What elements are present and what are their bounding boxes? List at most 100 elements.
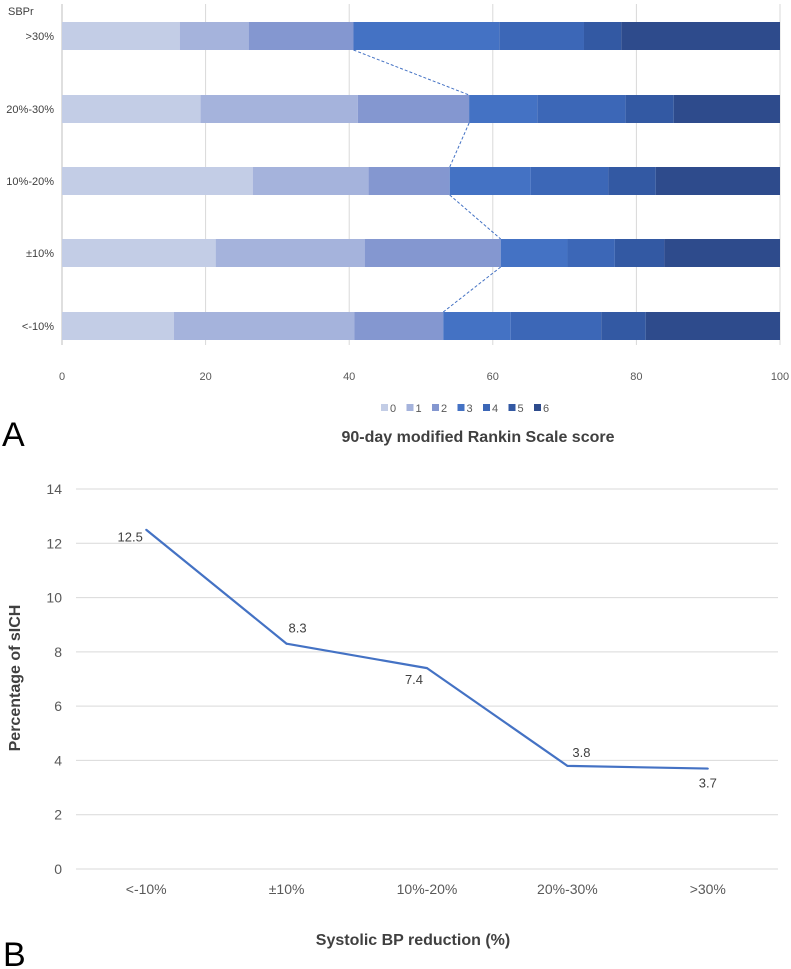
panel-b-data-label: 7.4 [405,672,423,687]
panel-b-data-point [426,667,428,670]
panel-b-y-tick-label: 14 [46,481,62,497]
panel-b-data-labels: 12.5 8.3 7.4 3.8 3.7 [118,530,717,791]
legend-swatch-6 [534,404,541,411]
panel-b-x-tick-label: <-10% [126,881,167,897]
legend-swatch-1 [406,404,414,411]
bar-segment-0 [62,312,175,340]
legend-swatch-2 [432,404,439,411]
bar-segment-5 [614,239,665,267]
panel-a-y-axis-title: SBPr [8,6,34,18]
legend-label-6: 6 [543,403,549,415]
bar-segment-1 [174,312,355,340]
legend-label-1: 1 [416,403,422,415]
panel-b-y-axis-title: Percentage of sICH [7,605,24,752]
panel-a-bars [62,22,780,340]
bar-segment-3 [500,239,568,267]
legend-swatch-4 [483,404,490,411]
panel-b-y-tick-label: 10 [46,590,62,606]
bar-segment-6 [655,167,780,195]
panel-b-series-line [145,528,708,770]
panel-b-x-tick-label: 20%-30% [537,881,598,897]
panel-a-x-tick-label: 100 [771,371,789,383]
bar-segment-0 [62,22,180,50]
bar-segment-4 [537,95,626,123]
panel-b-y-tick-label: 6 [54,698,62,714]
bar-segment-3 [353,22,500,50]
bar-segment-3 [469,95,538,123]
panel-a-chart: >30% 20%-30% 10%-20% ±10% <-10% 0 20 40 60 80 100… [2,4,789,454]
bar-segment-2 [364,239,501,267]
bar-segment-1 [179,22,249,50]
bar-segment-6 [664,239,780,267]
panel-b-data-label: 12.5 [118,530,143,545]
bar-segment-0 [62,95,201,123]
bar-segment-5 [601,312,646,340]
panel-a-category-label: 10%-20% [6,176,54,188]
bar-segment-5 [608,167,656,195]
legend-label-2: 2 [441,403,447,415]
panel-a-x-tick-label: 20 [199,371,211,383]
legend-label-5: 5 [518,403,524,415]
panel-a-category-label: <-10% [22,321,54,333]
legend-label-3: 3 [467,403,473,415]
bar-segment-5 [583,22,622,50]
bar-segment-3 [449,167,531,195]
panel-b-y-ticks: 0 2 4 6 8 10 12 14 [46,481,62,877]
bar-segment-2 [357,95,470,123]
legend-label-0: 0 [390,403,396,415]
panel-a-legend: 0 1 2 3 4 5 6 [381,403,549,415]
bar-segment-3 [443,312,511,340]
panel-a-connector-line [442,266,502,313]
panel-b-data-label: 8.3 [289,621,307,636]
legend-swatch-0 [381,404,388,411]
bar-segment-1 [200,95,358,123]
bar-segment-2 [248,22,354,50]
bar-segment-6 [621,22,780,50]
panel-a-category-label: 20%-30% [6,104,54,116]
panel-b-label: B [3,936,26,969]
panel-a-connector-line [449,122,470,168]
panel-b-data-point [706,767,709,770]
panel-b-line [145,528,709,770]
bar-segment-1 [215,239,365,267]
panel-b-x-axis-title: Systolic BP reduction (%) [316,932,510,949]
panel-a-x-tick-label: 80 [630,371,642,383]
bar-segment-2 [354,312,444,340]
panel-b-y-tick-label: 8 [54,644,62,660]
panel-a-connector-line [353,49,470,96]
bar-segment-4 [530,167,609,195]
panel-a-x-tick-label: 40 [343,371,355,383]
panel-b-x-tick-label: 10%-20% [397,881,458,897]
panel-b-x-tick-label: >30% [690,881,726,897]
bar-segment-4 [499,22,584,50]
bar-segment-6 [673,95,780,123]
bar-segment-6 [645,312,780,340]
bar-segment-0 [62,239,216,267]
panel-b-y-tick-label: 12 [46,535,62,551]
bar-segment-1 [252,167,369,195]
panel-a-category-label: >30% [26,31,55,43]
panel-b-data-point [145,528,148,531]
panel-a-connector [353,49,502,313]
panel-a-category-label: ±10% [26,248,54,260]
bar-segment-2 [368,167,450,195]
legend-label-4: 4 [492,403,498,415]
panel-b-data-label: 3.7 [699,776,717,791]
panel-b-gridlines [76,488,778,870]
panel-a-x-tick-label: 60 [487,371,499,383]
panel-b-data-label: 3.8 [572,745,590,760]
bar-segment-4 [510,312,602,340]
panel-b-data-point [566,764,569,767]
panel-b-x-tick-label: ±10% [269,881,305,897]
panel-a-x-axis-title: 90-day modified Rankin Scale score [342,429,615,446]
bar-segment-5 [625,95,674,123]
panel-a-category-labels: >30% 20%-30% 10%-20% ±10% <-10% [6,31,54,333]
legend-swatch-5 [508,404,516,411]
bar-segment-0 [62,167,253,195]
panel-b-y-tick-label: 4 [54,752,62,768]
panel-b-y-tick-label: 2 [54,807,62,823]
panel-b-x-ticks: <-10% ±10% 10%-20% 20%-30% >30% [126,881,726,897]
legend-swatch-3 [457,404,465,411]
